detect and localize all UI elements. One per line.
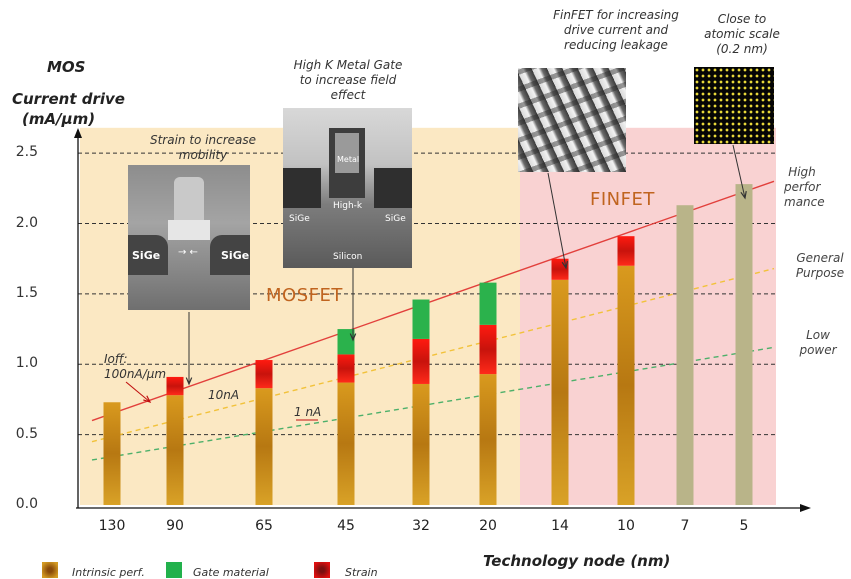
ioff-1na-annotation: 1 nA	[294, 405, 322, 419]
x-tick-label: 90	[166, 518, 184, 534]
x-tick-label: 14	[551, 518, 569, 534]
bar-130-intrinsic-perf-	[103, 402, 121, 505]
arrow-atomic-head	[740, 191, 747, 200]
x-axis-title: Technology node (nm)	[483, 552, 671, 570]
finfet-note: FinFET for increasing drive current and …	[553, 8, 679, 52]
arrow-strain-head	[185, 377, 193, 386]
ioff-annotation: Ioff: 100nA/µm	[104, 352, 167, 381]
region-label-mosfet: MOSFET	[266, 285, 343, 306]
region-label-finfet: FINFET	[590, 189, 655, 210]
y-axis-unit: (mA/µm)	[22, 110, 96, 128]
bar-32-gate-material	[412, 299, 430, 339]
y-axis-title: Current drive	[12, 90, 125, 108]
trend-label-high: High perfor mance	[784, 165, 825, 209]
x-tick-label: 65	[255, 518, 273, 534]
trend-label-low: Low power	[799, 328, 837, 357]
arrow-hkmg-head	[349, 333, 357, 342]
legend-swatch-strain	[314, 562, 330, 578]
bar-14-strain	[551, 258, 569, 280]
legend-label-gate: Gate material	[193, 566, 269, 579]
bar-90-strain	[166, 376, 184, 396]
bar-5-projection	[735, 184, 753, 505]
x-tick-label: 32	[412, 518, 430, 534]
hkmg-sem-image: Metal High-k SiGe SiGe Silicon	[283, 108, 412, 268]
bar-20-strain	[479, 324, 497, 375]
bar-20-intrinsic-perf-	[479, 374, 497, 505]
arrow-atomic-line	[732, 144, 746, 199]
strain-arrows-icon: → ←	[178, 247, 198, 258]
x-tick-label: 20	[479, 518, 497, 534]
strain-note: Strain to increase mobility	[149, 133, 257, 162]
arrow-finfet-line	[547, 172, 567, 269]
bar-45-strain	[337, 354, 355, 383]
hk-sige-label-left: SiGe	[289, 214, 310, 224]
bar-45-intrinsic-perf-	[337, 382, 355, 505]
trend-line-0	[91, 180, 775, 422]
bar-32-strain	[412, 338, 430, 384]
x-tick-label: 130	[98, 518, 126, 534]
x-tick-label: 10	[617, 518, 635, 534]
legend-label-intrinsic: Intrinsic perf.	[72, 566, 145, 579]
x-tick-label: 5	[739, 518, 749, 534]
y-tick-label: 1.5	[15, 284, 38, 301]
atomic-note: Close to atomic scale (0.2 nm)	[704, 12, 780, 56]
trend-line-1	[91, 267, 775, 443]
hk-highk-label: High-k	[333, 201, 363, 211]
hkmg-note: High K Metal Gate to increase field effe…	[293, 58, 403, 102]
y-tick-label: 1.0	[15, 355, 38, 372]
bar-7-projection	[676, 205, 694, 505]
legend-swatch-intrinsic	[42, 562, 58, 578]
arrow-ioff-head	[143, 395, 152, 403]
x-tick-label: 7	[680, 518, 690, 534]
bar-10-intrinsic-perf-	[617, 265, 635, 505]
x-tick-label: 45	[337, 518, 355, 534]
bar-10-strain	[617, 236, 635, 266]
arrow-finfet-head	[561, 261, 569, 270]
bar-65-strain	[255, 360, 273, 389]
y-tick-label: 2.0	[15, 214, 38, 231]
legend-swatch-gate	[166, 562, 182, 578]
sige-label-left: SiGe	[132, 249, 161, 262]
trend-line-2	[91, 346, 775, 461]
bar-65-intrinsic-perf-	[255, 388, 273, 505]
y-tick-label: 2.5	[15, 144, 38, 161]
finfet-sem-image	[518, 68, 626, 172]
bar-45-gate-material	[337, 329, 355, 355]
bar-90-intrinsic-perf-	[166, 395, 184, 505]
legend-label-strain: Strain	[345, 566, 378, 579]
trend-label-general: General Purpose	[795, 251, 845, 280]
bar-32-intrinsic-perf-	[412, 383, 430, 505]
strain-sem-image: SiGe SiGe → ←	[128, 165, 250, 310]
y-tick-label: 0.0	[15, 496, 38, 512]
bar-14-intrinsic-perf-	[551, 279, 569, 505]
y-axis-title-top: MOS	[47, 58, 86, 76]
hk-metal-label: Metal	[337, 155, 360, 164]
atomic-scale-image	[694, 67, 774, 144]
hk-sige-label-right: SiGe	[385, 214, 406, 224]
sige-label-right: SiGe	[221, 249, 250, 262]
ioff-10na-annotation: 10nA	[208, 388, 240, 402]
x-axis-arrow	[800, 504, 811, 512]
bar-20-gate-material	[479, 282, 497, 325]
y-tick-label: 0.5	[15, 425, 38, 442]
arrow-ioff-line	[125, 381, 151, 403]
hk-silicon-label: Silicon	[333, 252, 363, 262]
y-axis-arrow	[74, 128, 82, 138]
